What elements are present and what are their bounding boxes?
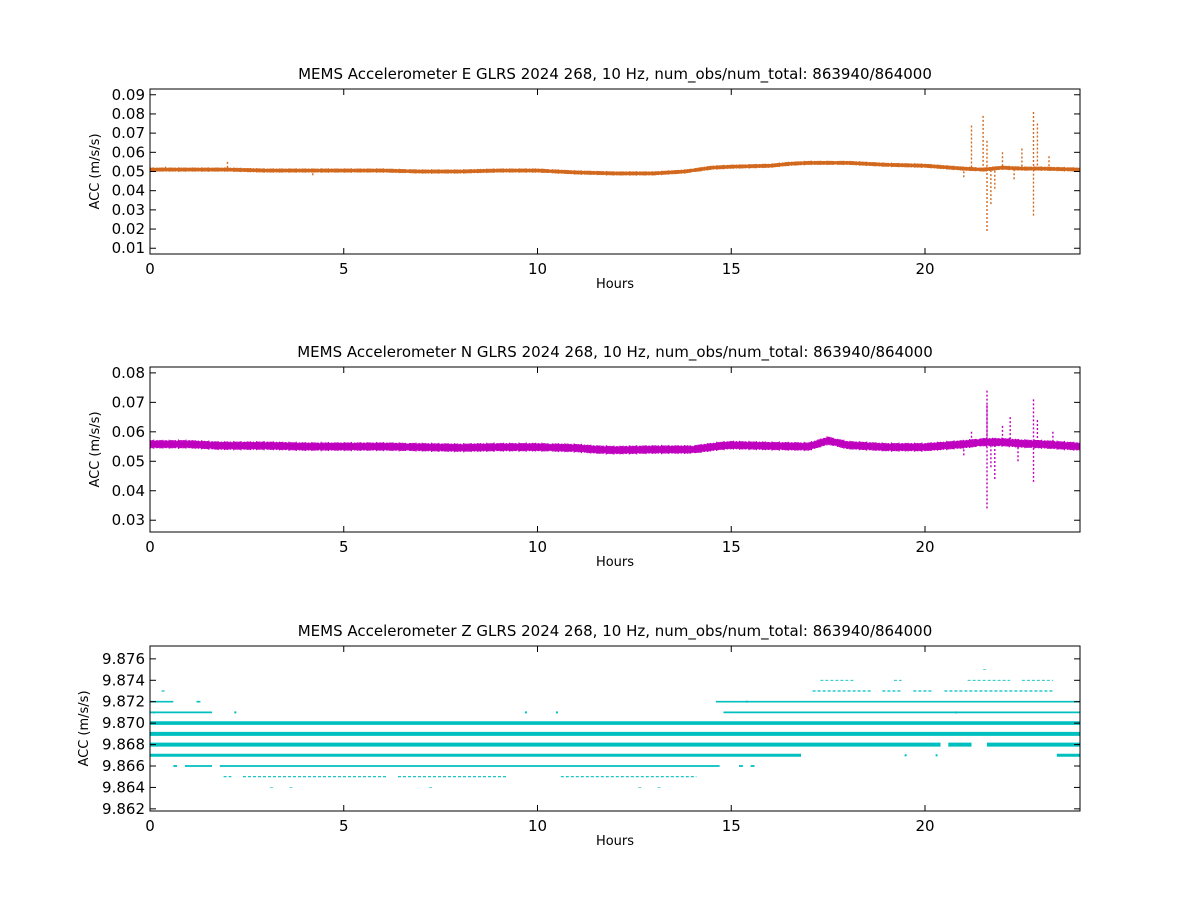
y-tick-label: 0.01 (112, 239, 145, 257)
chart-title-z: MEMS Accelerometer Z GLRS 2024 268, 10 H… (298, 622, 933, 641)
plot-area-z (150, 669, 1080, 788)
x-tick-label: 0 (145, 260, 155, 278)
y-tick-label: 0.03 (112, 511, 145, 529)
plot-area-n (150, 390, 1080, 509)
axes-frame-z (149, 645, 1081, 812)
y-tick-label: 9.874 (102, 671, 145, 689)
y-tick-label: 9.866 (102, 757, 145, 775)
x-tick-label: 15 (722, 538, 741, 556)
sparse-point (226, 722, 229, 725)
sparse-point (524, 711, 527, 714)
chart-title-n: MEMS Accelerometer N GLRS 2024 268, 10 H… (297, 343, 933, 362)
y-tick-label: 0.02 (112, 220, 145, 238)
accelerometer-e-panel: MEMS Accelerometer E GLRS 2024 268, 10 H… (88, 65, 1081, 292)
y-tick-label: 0.07 (112, 124, 145, 142)
y-tick-label: 0.06 (112, 423, 145, 441)
y-tick-label: 0.06 (112, 143, 145, 161)
x-tick-label: 15 (722, 817, 741, 835)
chart-title-e: MEMS Accelerometer E GLRS 2024 268, 10 H… (298, 65, 932, 84)
x-axis-label: Hours (596, 834, 634, 849)
sparse-point (962, 743, 965, 746)
y-tick-label: 9.872 (102, 693, 145, 711)
sparse-point (904, 754, 907, 757)
y-axis-label: ACC (m/s/s) (77, 690, 92, 766)
y-axis-label: ACC (m/s/s) (88, 133, 103, 209)
x-tick-label: 15 (722, 260, 741, 278)
y-tick-label: 0.09 (112, 86, 145, 104)
y-tick-label: 9.870 (102, 714, 145, 732)
x-tick-label: 0 (145, 817, 155, 835)
y-tick-label: 9.862 (102, 800, 145, 818)
y-tick-label: 0.03 (112, 201, 145, 219)
accelerometer-n-panel: MEMS Accelerometer N GLRS 2024 268, 10 H… (88, 343, 1081, 570)
y-tick-label: 0.04 (112, 182, 145, 200)
x-tick-label: 0 (145, 538, 155, 556)
x-tick-label: 10 (528, 538, 547, 556)
sparse-point (865, 743, 868, 746)
x-tick-label: 20 (915, 538, 934, 556)
x-tick-label: 5 (339, 817, 349, 835)
axes-frame-n (149, 366, 1081, 533)
sparse-point (234, 711, 237, 714)
y-tick-label: 0.07 (112, 393, 145, 411)
x-tick-label: 20 (915, 817, 934, 835)
sparse-point (955, 711, 957, 714)
y-axis-label: ACC (m/s/s) (88, 411, 103, 487)
y-tick-label: 0.05 (112, 452, 145, 470)
accelerometer-z-panel: MEMS Accelerometer Z GLRS 2024 268, 10 H… (77, 622, 1081, 849)
y-tick-label: 9.868 (102, 736, 145, 754)
y-tick-label: 9.864 (102, 778, 145, 796)
sparse-point (935, 754, 938, 757)
data-band-n (150, 436, 1080, 455)
x-tick-label: 10 (528, 260, 547, 278)
x-tick-label: 5 (339, 538, 349, 556)
sparse-point (555, 711, 558, 714)
x-tick-label: 5 (339, 260, 349, 278)
y-tick-label: 0.08 (112, 364, 145, 382)
x-tick-label: 20 (915, 260, 934, 278)
sparse-point (745, 700, 748, 703)
y-tick-label: 0.05 (112, 163, 145, 181)
y-tick-label: 0.08 (112, 105, 145, 123)
x-axis-label: Hours (596, 277, 634, 292)
sparse-point (152, 711, 155, 714)
y-tick-label: 0.04 (112, 482, 145, 500)
x-axis-label: Hours (596, 555, 634, 570)
data-band-e (150, 160, 1080, 176)
y-tick-label: 9.876 (102, 650, 145, 668)
sparse-point (517, 722, 520, 725)
x-tick-label: 10 (528, 817, 547, 835)
plot-area-e (150, 112, 1080, 231)
sparse-point (563, 722, 566, 725)
